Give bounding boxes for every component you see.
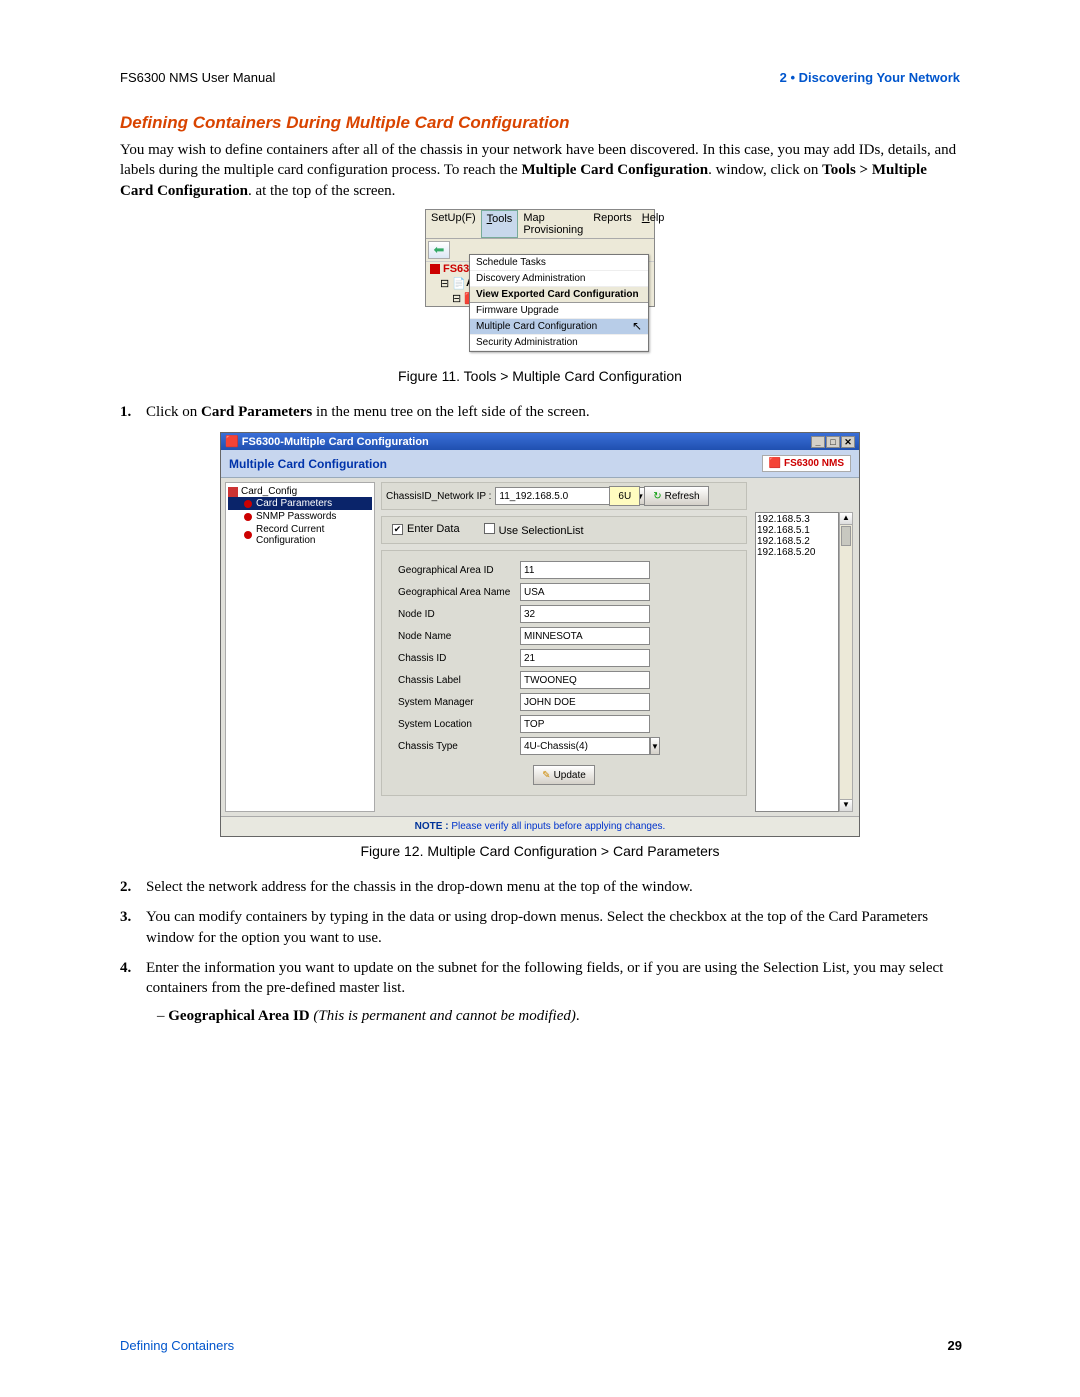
refresh-button[interactable]: ↻Refresh xyxy=(644,486,708,506)
tree-item-card-parameters[interactable]: Card Parameters xyxy=(228,497,372,510)
selection-list-checkbox[interactable]: Use SelectionList xyxy=(484,523,584,537)
maximize-button[interactable]: □ xyxy=(826,436,840,448)
field-input[interactable] xyxy=(520,693,650,711)
config-tree: Card_Config Card Parameters SNMP Passwor… xyxy=(225,482,375,812)
field-input[interactable] xyxy=(520,671,650,689)
field-input[interactable] xyxy=(520,561,650,579)
step-3: 3.You can modify containers by typing in… xyxy=(120,907,960,948)
menu-reports[interactable]: Reports xyxy=(588,210,637,238)
tree-item-snmp[interactable]: SNMP Passwords xyxy=(228,510,372,523)
field-label: Chassis Label xyxy=(392,675,520,686)
chassis-type-row: Chassis Type ▼ xyxy=(392,737,736,755)
menu-item[interactable]: Security Administration xyxy=(470,335,648,351)
field-label: Geographical Area Name xyxy=(392,587,520,598)
menu-tools[interactable]: Tools xyxy=(481,210,519,238)
menu-setup[interactable]: SetUp(F) xyxy=(426,210,481,238)
field-input[interactable] xyxy=(520,715,650,733)
section-title: Defining Containers During Multiple Card… xyxy=(120,113,960,133)
form-row: System Location xyxy=(392,715,736,733)
field-label: Chassis ID xyxy=(392,653,520,664)
menu-item[interactable]: Schedule Tasks xyxy=(470,255,648,271)
chassis-type-dropdown[interactable]: ▼ xyxy=(520,737,630,755)
form-row: Geographical Area ID xyxy=(392,561,736,579)
header-left: FS6300 NMS User Manual xyxy=(120,70,275,85)
chassis-dropdown[interactable]: ▼ xyxy=(495,487,605,505)
back-button[interactable]: ⬅ xyxy=(428,241,450,259)
panel-title: Multiple Card Configuration xyxy=(229,457,387,471)
step-2: 2.Select the network address for the cha… xyxy=(120,877,960,897)
chassis-select-row: ChassisID_Network IP : ▼ 6U ↻Refresh xyxy=(381,482,747,510)
figure-11: SetUp(F) Tools Map Provisioning Reports … xyxy=(425,209,655,352)
ip-item[interactable]: 192.168.5.3 xyxy=(757,514,837,525)
header-right: 2 • Discovering Your Network xyxy=(780,70,960,85)
scroll-down-icon[interactable]: ▼ xyxy=(840,799,852,811)
menu-map[interactable]: Map Provisioning xyxy=(518,210,588,238)
form-area: Geographical Area ID Geographical Area Na… xyxy=(381,550,747,796)
page-header: FS6300 NMS User Manual 2 • Discovering Y… xyxy=(95,70,985,85)
ip-item[interactable]: 192.168.5.20 xyxy=(757,547,837,558)
ip-list[interactable]: 192.168.5.3192.168.5.1192.168.5.2192.168… xyxy=(755,512,839,812)
form-row: System Manager xyxy=(392,693,736,711)
tree-root[interactable]: Card_Config xyxy=(228,486,372,497)
step-4: 4.Enter the information you want to upda… xyxy=(120,958,960,999)
field-label: Node ID xyxy=(392,609,520,620)
window-buttons: _□✕ xyxy=(810,436,855,448)
menu-item[interactable]: View Exported Card Configuration xyxy=(470,287,648,303)
minimize-button[interactable]: _ xyxy=(811,436,825,448)
chassis-type-label: Chassis Type xyxy=(392,741,520,752)
page-footer: Defining Containers 29 xyxy=(120,1338,962,1353)
page-number: 29 xyxy=(948,1338,962,1353)
tree-item-record[interactable]: Record Current Configuration xyxy=(228,523,372,547)
form-row: Geographical Area Name xyxy=(392,583,736,601)
form-row: Node ID xyxy=(392,605,736,623)
update-button[interactable]: ✎Update xyxy=(533,765,595,785)
menubar: SetUp(F) Tools Map Provisioning Reports … xyxy=(426,210,654,239)
field-label: Geographical Area ID xyxy=(392,565,520,576)
menu-item[interactable]: Discovery Administration xyxy=(470,271,648,287)
window-title: 🟥 FS6300-Multiple Card Configuration xyxy=(225,435,429,448)
step-1: 1.Click on Card Parameters in the menu t… xyxy=(120,402,960,422)
figure-12: 🟥 FS6300-Multiple Card Configuration _□✕… xyxy=(220,432,860,837)
menu-item[interactable]: Firmware Upgrade xyxy=(470,303,648,319)
brand-badge: 🟥 FS6300 NMS xyxy=(762,455,851,472)
field-input[interactable] xyxy=(520,583,650,601)
scrollbar[interactable]: ▲ ▼ xyxy=(839,512,853,812)
field-input[interactable] xyxy=(520,649,650,667)
form-row: Chassis Label xyxy=(392,671,736,689)
sixu-button[interactable]: 6U xyxy=(609,486,640,506)
dropdown-icon[interactable]: ▼ xyxy=(650,737,660,755)
form-row: Chassis ID xyxy=(392,649,736,667)
form-row: Node Name xyxy=(392,627,736,645)
figure-12-caption: Figure 12. Multiple Card Configuration >… xyxy=(95,843,985,859)
enter-data-checkbox[interactable]: ✔Enter Data xyxy=(392,523,460,537)
chassis-type-input[interactable] xyxy=(520,737,650,755)
field-label: System Manager xyxy=(392,697,520,708)
note-row: NOTE : Please verify all inputs before a… xyxy=(221,816,859,836)
footer-left: Defining Containers xyxy=(120,1338,234,1353)
close-button[interactable]: ✕ xyxy=(841,436,855,448)
ip-item[interactable]: 192.168.5.2 xyxy=(757,536,837,547)
step-4a: – Geographical Area ID (This is permanen… xyxy=(157,1008,960,1025)
figure-11-caption: Figure 11. Tools > Multiple Card Configu… xyxy=(95,368,985,384)
field-label: System Location xyxy=(392,719,520,730)
field-input[interactable] xyxy=(520,605,650,623)
menu-help[interactable]: Help xyxy=(637,210,670,238)
intro-paragraph: You may wish to define containers after … xyxy=(120,140,960,201)
tools-dropdown: Schedule Tasks Discovery Administration … xyxy=(469,254,649,352)
field-input[interactable] xyxy=(520,627,650,645)
field-label: Node Name xyxy=(392,631,520,642)
cursor-icon: ↖ xyxy=(632,319,642,333)
ip-item[interactable]: 192.168.5.1 xyxy=(757,525,837,536)
options-row: ✔Enter Data Use SelectionList xyxy=(381,516,747,544)
window-titlebar: 🟥 FS6300-Multiple Card Configuration _□✕ xyxy=(221,433,859,450)
scroll-up-icon[interactable]: ▲ xyxy=(840,513,852,525)
chassis-label: ChassisID_Network IP : xyxy=(386,491,491,502)
menu-item-selected[interactable]: Multiple Card Configuration xyxy=(470,319,648,335)
